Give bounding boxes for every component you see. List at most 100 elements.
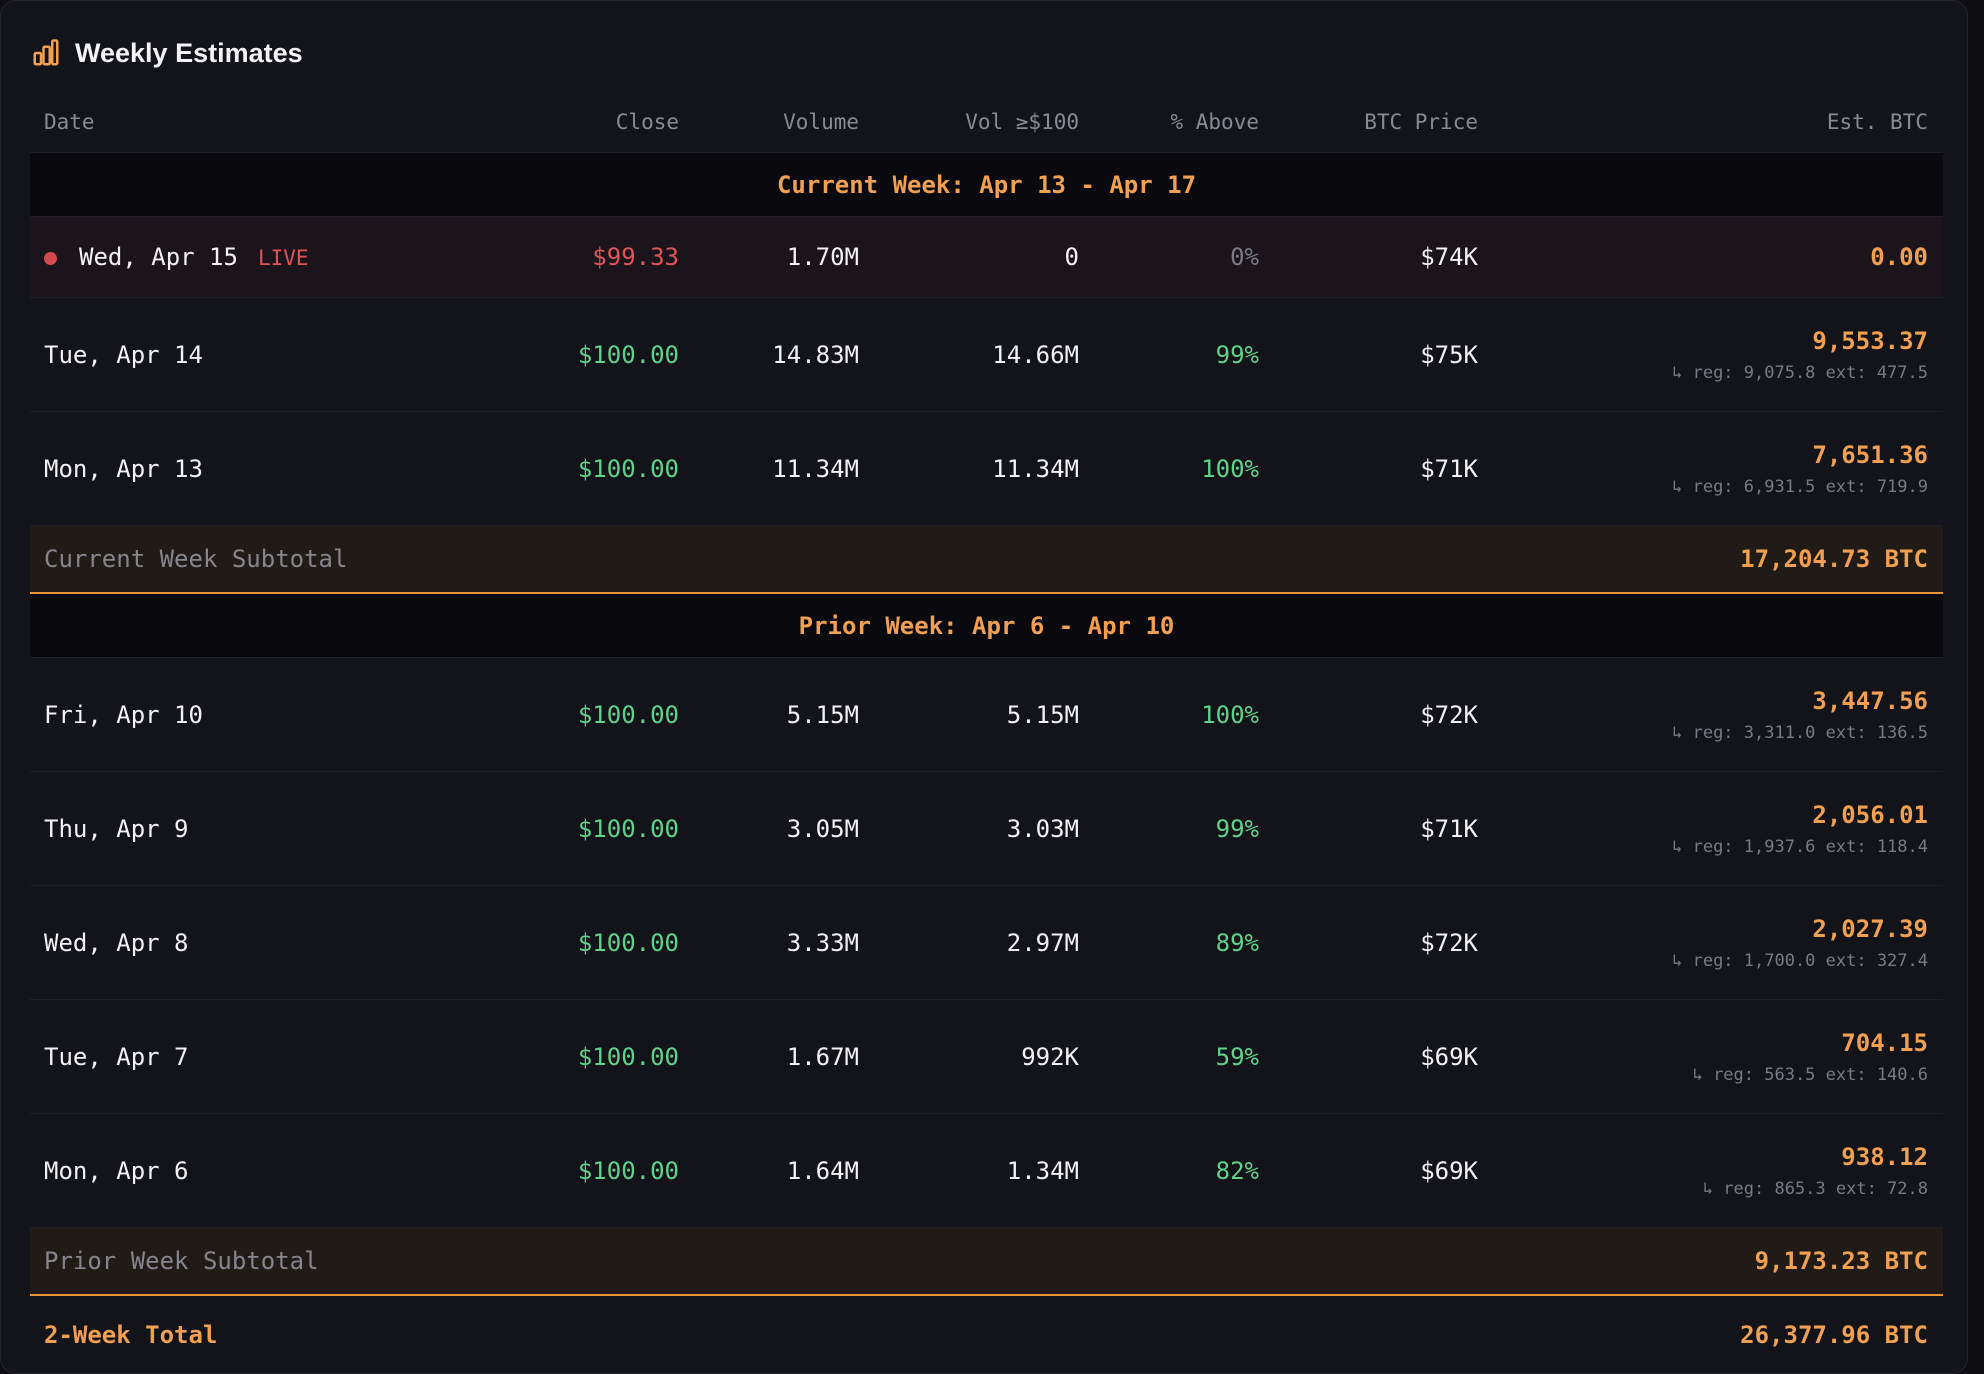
volume-cell: 5.15M xyxy=(786,700,859,729)
header-row: Date Close Volume Vol ≥$100 % Above BTC Price… xyxy=(30,92,1943,153)
column-header: Date xyxy=(44,110,95,134)
data-row: Tue, Apr 14 $100.00 14.83M 14.66M 99% $75K 9,5… xyxy=(30,298,1943,412)
date-text: Wed, Apr 8 xyxy=(44,928,189,957)
data-row: Wed, Apr 8 $100.00 3.33M 2.97M 89% $72K 2,027.… xyxy=(30,886,1943,1000)
date-text: Mon, Apr 6 xyxy=(44,1156,189,1185)
close-cell: $99.33 xyxy=(592,243,679,271)
close-cell: $100.00 xyxy=(577,1042,679,1071)
column-header: Volume xyxy=(783,110,859,134)
volume-cell: 3.05M xyxy=(786,814,859,843)
est-detail: ↳ reg: 1,937.6 ext: 118.4 xyxy=(1672,836,1928,857)
btc-cell: $72K xyxy=(1420,928,1478,957)
est-detail: ↳ reg: 1,700.0 ext: 327.4 xyxy=(1672,950,1928,971)
est-value: 7,651.36 xyxy=(1812,440,1928,469)
close-cell: $100.00 xyxy=(577,928,679,957)
est-cell: 0.00 xyxy=(1478,243,1928,271)
panel-header: Weekly Estimates xyxy=(31,35,303,71)
date-cell: Tue, Apr 7 xyxy=(44,1043,479,1071)
above-cell: 100% xyxy=(1201,700,1259,729)
vol-cell: 0 xyxy=(1064,243,1079,271)
above-cell: 82% xyxy=(1215,1156,1259,1185)
column-header: Close xyxy=(615,110,679,134)
subtotal-label: Current Week Subtotal xyxy=(44,545,348,573)
above-cell: 89% xyxy=(1215,928,1259,957)
subtotal-value: 17,204.73 BTC xyxy=(1740,545,1928,573)
above-cell: 99% xyxy=(1215,814,1259,843)
est-cell: 2,056.01 ↳ reg: 1,937.6 ext: 118.4 xyxy=(1478,801,1928,857)
above-cell: 100% xyxy=(1201,454,1259,483)
total-label: 2-Week Total xyxy=(44,1320,218,1349)
date-text: Thu, Apr 9 xyxy=(44,814,189,843)
date-cell: Fri, Apr 10 xyxy=(44,701,479,729)
data-row: Thu, Apr 9 $100.00 3.05M 3.03M 99% $71K 2,056.… xyxy=(30,772,1943,886)
vol-cell: 5.15M xyxy=(1006,700,1079,729)
est-cell: 9,553.37 ↳ reg: 9,075.8 ext: 477.5 xyxy=(1478,327,1928,383)
btc-cell: $72K xyxy=(1420,700,1478,729)
est-value: 2,056.01 xyxy=(1812,800,1928,829)
est-cell: 7,651.36 ↳ reg: 6,931.5 ext: 719.9 xyxy=(1478,441,1928,497)
estimates-table: Date Close Volume Vol ≥$100 % Above BTC Price… xyxy=(30,92,1943,1373)
above-cell: 59% xyxy=(1215,1042,1259,1071)
date-cell: Wed, Apr 8 xyxy=(44,929,479,957)
data-row: Mon, Apr 13 $100.00 11.34M 11.34M 100% $71K 7,… xyxy=(30,412,1943,526)
volume-cell: 1.70M xyxy=(786,243,859,271)
btc-cell: $75K xyxy=(1420,340,1478,369)
est-value: 3,447.56 xyxy=(1812,686,1928,715)
date-cell: Mon, Apr 13 xyxy=(44,455,479,483)
date-text: Wed, Apr 15 xyxy=(79,243,238,271)
est-cell: 3,447.56 ↳ reg: 3,311.0 ext: 136.5 xyxy=(1478,687,1928,743)
close-cell: $100.00 xyxy=(577,700,679,729)
est-detail: ↳ reg: 865.3 ext: 72.8 xyxy=(1702,1178,1928,1199)
live-dot xyxy=(44,251,57,265)
subtotal-label: Prior Week Subtotal xyxy=(44,1247,319,1275)
subtotal-row: Current Week Subtotal 17,204.73 BTC xyxy=(30,526,1943,594)
column-header: Vol ≥$100 xyxy=(965,110,1079,134)
est-value: 0.00 xyxy=(1870,243,1928,271)
est-value: 9,553.37 xyxy=(1812,326,1928,355)
total-value: 26,377.96 BTC xyxy=(1740,1320,1928,1349)
vol-cell: 2.97M xyxy=(1006,928,1079,957)
btc-cell: $71K xyxy=(1420,814,1478,843)
above-cell: 0% xyxy=(1230,243,1259,271)
vol-cell: 11.34M xyxy=(992,454,1079,483)
date-text: Mon, Apr 13 xyxy=(44,454,203,483)
vol-cell: 1.34M xyxy=(1006,1156,1079,1185)
vol-cell: 14.66M xyxy=(992,340,1079,369)
est-cell: 704.15 ↳ reg: 563.5 ext: 140.6 xyxy=(1478,1029,1928,1085)
est-detail: ↳ reg: 3,311.0 ext: 136.5 xyxy=(1672,722,1928,743)
data-row: Mon, Apr 6 $100.00 1.64M 1.34M 82% $69K 938.12… xyxy=(30,1114,1943,1228)
close-cell: $100.00 xyxy=(577,454,679,483)
total-row: 2-Week Total 26,377.96 BTC xyxy=(30,1296,1943,1373)
vol-cell: 3.03M xyxy=(1006,814,1079,843)
est-cell: 938.12 ↳ reg: 865.3 ext: 72.8 xyxy=(1478,1143,1928,1199)
chart-icon xyxy=(33,39,59,66)
subtotal-value: 9,173.23 BTC xyxy=(1754,1247,1928,1275)
subtotal-row: Prior Week Subtotal 9,173.23 BTC xyxy=(30,1228,1943,1296)
date-cell: Wed, Apr 15 LIVE xyxy=(44,243,479,271)
close-cell: $100.00 xyxy=(577,340,679,369)
data-row: Wed, Apr 15 LIVE $99.33 1.70M 0 0% $74K 0.00 xyxy=(30,217,1943,298)
est-cell: 2,027.39 ↳ reg: 1,700.0 ext: 327.4 xyxy=(1478,915,1928,971)
btc-cell: $69K xyxy=(1420,1156,1478,1185)
volume-cell: 11.34M xyxy=(772,454,859,483)
date-text: Tue, Apr 7 xyxy=(44,1042,189,1071)
date-text: Fri, Apr 10 xyxy=(44,700,203,729)
date-cell: Mon, Apr 6 xyxy=(44,1157,479,1185)
est-detail: ↳ reg: 563.5 ext: 140.6 xyxy=(1692,1064,1928,1085)
title: Weekly Estimates xyxy=(75,37,303,68)
data-row: Fri, Apr 10 $100.00 5.15M 5.15M 100% $72K 3,44… xyxy=(30,658,1943,772)
live-badge: LIVE xyxy=(257,246,309,270)
section-title: Prior Week: Apr 6 - Apr 10 xyxy=(30,594,1943,658)
close-cell: $100.00 xyxy=(577,1156,679,1185)
vol-cell: 992K xyxy=(1021,1042,1079,1071)
est-value: 2,027.39 xyxy=(1812,914,1928,943)
est-value: 704.15 xyxy=(1841,1028,1928,1057)
data-row: Tue, Apr 7 $100.00 1.67M 992K 59% $69K 704.15 ↳… xyxy=(30,1000,1943,1114)
btc-cell: $69K xyxy=(1420,1042,1478,1071)
est-value: 938.12 xyxy=(1841,1142,1928,1171)
date-cell: Tue, Apr 14 xyxy=(44,341,479,369)
volume-cell: 1.67M xyxy=(786,1042,859,1071)
volume-cell: 1.64M xyxy=(786,1156,859,1185)
